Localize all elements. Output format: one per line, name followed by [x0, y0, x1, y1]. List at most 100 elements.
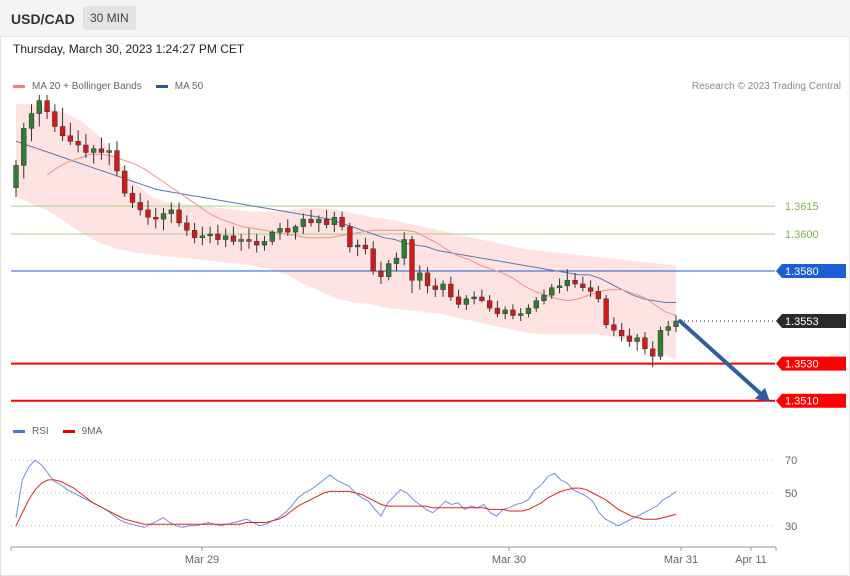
candle-body: [246, 239, 252, 242]
candle: [572, 272, 578, 288]
candle-body: [417, 272, 423, 281]
candle-body: [153, 217, 159, 220]
candle: [424, 267, 431, 294]
candle: [323, 209, 330, 229]
candle: [28, 104, 35, 142]
candle: [36, 95, 42, 127]
candle: [587, 280, 594, 297]
candle: [549, 284, 555, 299]
candle-body: [308, 218, 314, 224]
candle: [308, 209, 314, 227]
candle: [611, 317, 617, 336]
candle: [145, 200, 151, 225]
candle-body: [277, 228, 283, 233]
candle-body: [618, 330, 625, 337]
level-label-1.3615: 1.3615: [785, 201, 819, 213]
forecast-arrow-head: [755, 387, 770, 402]
legend-ma20-label: MA 20 + Bollinger Bands: [32, 81, 142, 92]
candle: [518, 308, 524, 322]
level-label-1.3553: 1.3553: [785, 316, 819, 328]
candle-body: [238, 239, 244, 242]
candle-body: [28, 113, 35, 129]
candle-body: [580, 283, 586, 288]
candle-body: [339, 217, 345, 227]
symbol-label: USD/CAD: [11, 11, 75, 27]
candle-body: [448, 283, 454, 298]
level-label-1.3510: 1.3510: [785, 396, 819, 408]
candle: [463, 295, 470, 310]
candle-body: [494, 307, 501, 314]
candle-body: [409, 239, 415, 281]
candle-body: [549, 287, 555, 296]
candle-body: [207, 233, 213, 237]
candle: [292, 224, 299, 240]
candle: [673, 315, 679, 333]
candle: [21, 122, 27, 179]
candle-body: [393, 257, 400, 264]
candle-body: [370, 248, 376, 272]
candle-body: [595, 291, 602, 300]
candle-body: [642, 337, 648, 350]
candle: [486, 295, 493, 312]
candle-body: [176, 209, 182, 224]
candle-body: [160, 213, 167, 220]
candle: [160, 208, 167, 231]
candle: [362, 237, 369, 255]
candle: [502, 306, 508, 320]
legend-ma50: MA 50: [155, 81, 204, 92]
candle: [44, 95, 50, 120]
candle: [525, 304, 532, 318]
candle-body: [673, 320, 679, 327]
candle: [378, 261, 384, 284]
candle-body: [611, 324, 617, 331]
candle-body: [455, 296, 462, 305]
candle-body: [145, 209, 151, 218]
candle-body: [432, 285, 438, 290]
candle-body: [13, 165, 19, 188]
candle: [13, 159, 19, 197]
candle: [354, 239, 361, 257]
candle: [67, 122, 74, 146]
candle: [440, 280, 446, 297]
candle-body: [137, 202, 143, 211]
timeframe-button[interactable]: 30 MIN: [83, 6, 136, 30]
candle: [83, 133, 89, 158]
candle-body: [106, 150, 112, 153]
level-tag-1.3553: [776, 314, 846, 329]
candle-body: [36, 100, 42, 114]
candle: [75, 130, 81, 153]
candle: [533, 296, 539, 312]
candle: [626, 328, 633, 347]
candle: [634, 334, 640, 351]
candle: [238, 233, 244, 251]
candle: [432, 278, 438, 297]
candle-body: [401, 239, 407, 259]
forecast-arrow-line: [678, 319, 766, 399]
toolbar: USD/CAD 30 MIN: [0, 0, 850, 37]
candle: [122, 165, 128, 197]
legend-ma50-label: MA 50: [174, 81, 204, 92]
ma50-swatch: [155, 85, 168, 88]
rsi-tick-30: 30: [785, 521, 797, 533]
candle-body: [67, 135, 74, 142]
candle: [254, 233, 260, 253]
x-tick-label: Mar 31: [664, 554, 698, 566]
candle-body: [191, 230, 198, 238]
candle-body: [541, 294, 547, 301]
candle: [471, 291, 477, 305]
candle-body: [114, 150, 120, 172]
candle: [657, 326, 664, 360]
candle-body: [222, 235, 229, 240]
legend-9ma-label: 9MA: [81, 426, 103, 437]
candle: [106, 143, 112, 166]
candle-body: [122, 170, 128, 194]
candle: [541, 289, 547, 305]
candle: [285, 219, 291, 236]
candle: [347, 222, 353, 253]
candle-body: [564, 280, 570, 287]
candle-body: [44, 100, 50, 112]
candle-body: [471, 296, 477, 300]
candle: [269, 230, 275, 246]
ma20-line: [46, 153, 677, 316]
